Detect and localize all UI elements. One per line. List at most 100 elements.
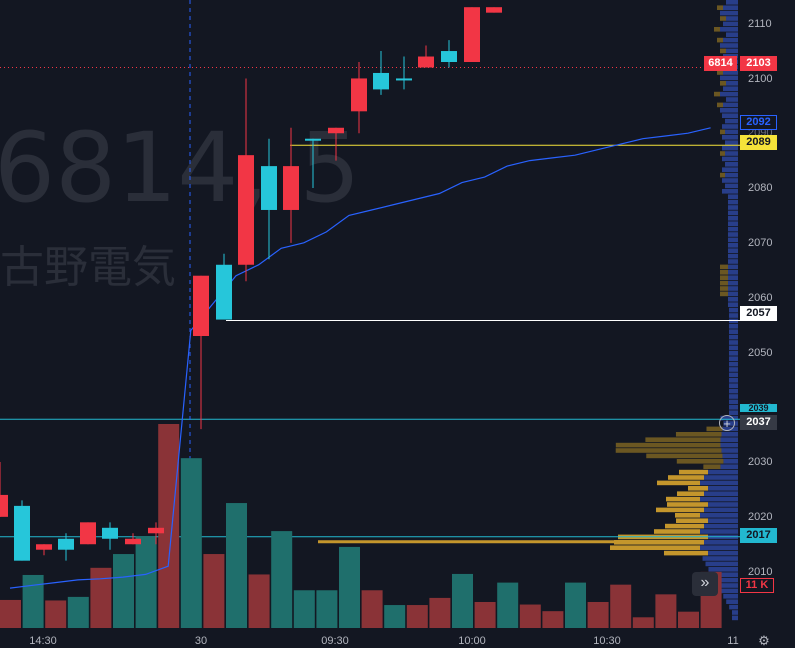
volume-bar [226,503,247,628]
candle-body [102,527,118,539]
volume-profile-row [708,518,738,523]
cyan-lower-tag: 2017 [740,528,777,543]
volume-profile-row [723,5,738,10]
volume-bar [565,582,586,628]
volume-bar [542,611,564,628]
volume-bar [678,611,699,628]
price-tick-2110: 2110 [748,18,772,30]
volume-profile-row [706,426,723,432]
volume-profile-row [729,307,738,313]
volume-profile-row [729,334,738,340]
candle-body [216,264,232,320]
volume-bar [452,573,473,628]
volume-profile-row [720,81,726,86]
volume-profile-row [729,399,738,405]
volume-profile-row [656,507,704,513]
volume-profile-row [720,129,725,135]
price-tick-2100: 2100 [748,73,773,85]
volume-profile-row [722,178,738,183]
candle-body [80,522,96,545]
volume-profile-row [675,432,722,437]
volume-profile-row [729,313,738,318]
volume-profile-row [645,437,721,442]
add-alert-plus-icon[interactable]: + [719,415,735,431]
volume-profile-row [714,91,720,97]
time-label-5: 10:30 [593,635,621,647]
volume-bar [45,600,67,628]
volume-profile-row [729,378,738,383]
volume-bar [610,584,632,628]
volume-profile-row [665,523,704,529]
volume-profile-row [728,270,738,275]
volume-profile-row [723,21,738,27]
volume-profile-row [728,291,738,297]
volume-bar [474,601,496,628]
volume-profile-row [646,453,723,459]
volume-profile-row [728,280,738,286]
volume-profile-row [722,135,738,140]
volume-profile-row [723,37,738,43]
volume-profile-row [722,124,738,129]
volume-profile-row [729,367,738,372]
volume-profile-row [720,10,738,16]
volume-profile-row [708,469,738,475]
volume-profile-row [708,502,738,507]
volume-profile-row [722,167,738,172]
volume-profile-row [717,37,723,43]
volume-profile-row [726,599,738,604]
candle-body [396,78,412,81]
volume-profile-row [688,486,708,491]
white-level-tag: 2057 [740,306,777,321]
volume-bar [519,604,541,628]
volume-profile-row [705,561,738,567]
volume-profile-row [720,151,725,156]
volume-bar [293,590,315,628]
volume-profile-row [725,118,738,124]
volume-bar [248,574,270,628]
volume-profile-row [728,194,738,199]
candle-body [441,51,457,62]
candle-body [14,505,30,561]
volume-profile-row [732,610,738,615]
candle-body [328,127,344,134]
volume-profile-row [720,464,738,469]
volume-bar [361,590,383,628]
volume-profile-row [704,540,738,545]
time-label-3: 09:30 [321,635,349,647]
volume-profile-row [720,108,738,113]
volume-profile-row [722,156,738,162]
volume-profile-row [666,496,700,502]
volume-profile-row [729,405,738,410]
time-label-6: 11 [727,635,739,647]
scroll-to-realtime-button[interactable]: » [692,572,718,596]
volume-profile-row [729,345,738,351]
volume-profile-row [726,16,738,21]
time-label-4: 10:00 [458,635,486,647]
candle-body [283,166,299,210]
volume-profile-row [720,291,728,297]
volume-profile-row [726,81,738,86]
gear-icon[interactable]: ⚙ [758,633,770,648]
volume-profile-row [704,475,738,480]
volume-profile-row [720,16,726,21]
volume-bar [429,597,451,628]
volume-profile-row [729,329,738,334]
volume-profile-row [700,529,738,534]
volume-bar [67,596,89,628]
candle-body [125,538,141,545]
volume-profile-row [700,496,738,502]
volume-profile-row [708,567,738,572]
volume-profile-row [657,480,700,486]
volume-profile-row [700,513,738,518]
volume-profile-row [664,550,708,556]
volume-profile-row [725,151,738,156]
volume-profile-row [728,275,738,280]
volume-profile-row [722,145,738,151]
symbol-tag: 6814 [704,56,737,71]
vwap-line [9,127,711,589]
price-tick-2080: 2080 [748,182,773,194]
candle-body [373,72,389,90]
volume-profile-row [720,75,738,81]
